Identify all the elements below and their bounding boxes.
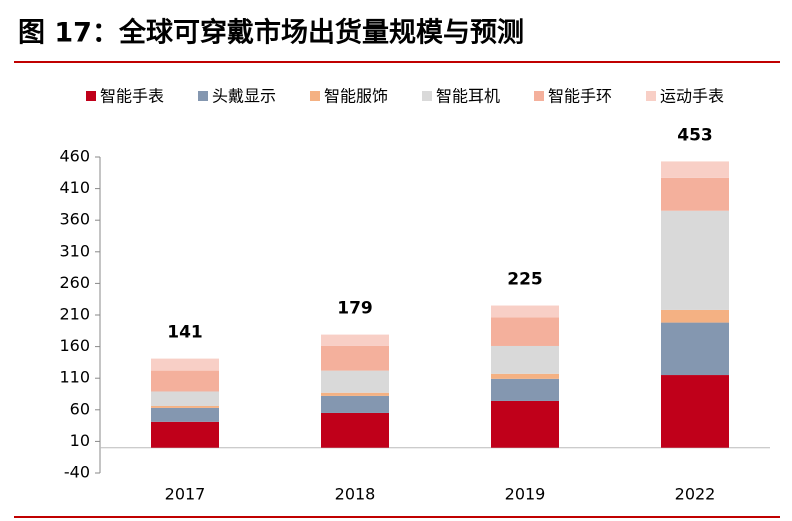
bar-segment	[151, 391, 219, 407]
legend-swatch	[646, 91, 656, 101]
total-label: 453	[677, 125, 713, 145]
bar-segment	[491, 305, 559, 318]
x-tick-label: 2019	[505, 485, 546, 504]
bar-segment	[661, 210, 729, 310]
bar-segment	[321, 334, 389, 346]
bar-segment	[661, 375, 729, 448]
y-tick-label: 60	[70, 399, 90, 418]
bar-segment	[321, 395, 389, 413]
bar-segment	[661, 161, 729, 178]
legend-swatch	[198, 91, 208, 101]
y-tick-label: 160	[59, 336, 90, 355]
bar-segment	[491, 378, 559, 401]
y-tick-label: 460	[59, 147, 90, 166]
legend-swatch	[310, 91, 320, 101]
total-label: 141	[167, 323, 203, 343]
y-tick-label: -40	[64, 463, 90, 482]
legend-swatch	[422, 91, 432, 101]
y-tick-label: 110	[59, 368, 90, 387]
total-label: 179	[337, 299, 373, 319]
legend-label: 智能耳机	[436, 87, 500, 106]
x-tick-label: 2017	[165, 485, 206, 504]
bar-segment	[321, 412, 389, 448]
bar-segment	[661, 322, 729, 376]
y-tick-label: 10	[70, 431, 90, 450]
legend-swatch	[534, 91, 544, 101]
bar-segment	[321, 345, 389, 371]
bar-segment	[151, 370, 219, 392]
legend-swatch	[86, 91, 96, 101]
legend-label: 头戴显示	[212, 87, 276, 106]
bar-segment	[491, 400, 559, 448]
total-label: 225	[507, 270, 543, 290]
bar-segment	[151, 358, 219, 371]
chart-title: 图 17：全球可穿戴市场出货量规模与预测	[18, 17, 524, 49]
bar-segment	[151, 406, 219, 408]
y-tick-label: 410	[59, 178, 90, 197]
legend-label: 智能手环	[548, 87, 612, 106]
y-tick-label: 210	[59, 305, 90, 324]
x-tick-label: 2022	[675, 485, 716, 504]
bar-segment	[321, 370, 389, 393]
bar-segment	[321, 392, 389, 396]
legend-label: 智能手表	[100, 87, 164, 106]
y-tick-label: 260	[59, 273, 90, 292]
bar-segment	[491, 345, 559, 374]
bar-segment	[151, 421, 219, 448]
bar-segment	[491, 317, 559, 346]
bar-segment	[491, 373, 559, 379]
bar-segment	[661, 177, 729, 211]
legend-label: 智能服饰	[324, 87, 388, 106]
bar-segment	[661, 309, 729, 323]
y-tick-label: 310	[59, 241, 90, 260]
x-tick-label: 2018	[335, 485, 376, 504]
legend-label: 运动手表	[660, 87, 724, 106]
bar-segment	[151, 407, 219, 422]
y-tick-label: 360	[59, 210, 90, 229]
